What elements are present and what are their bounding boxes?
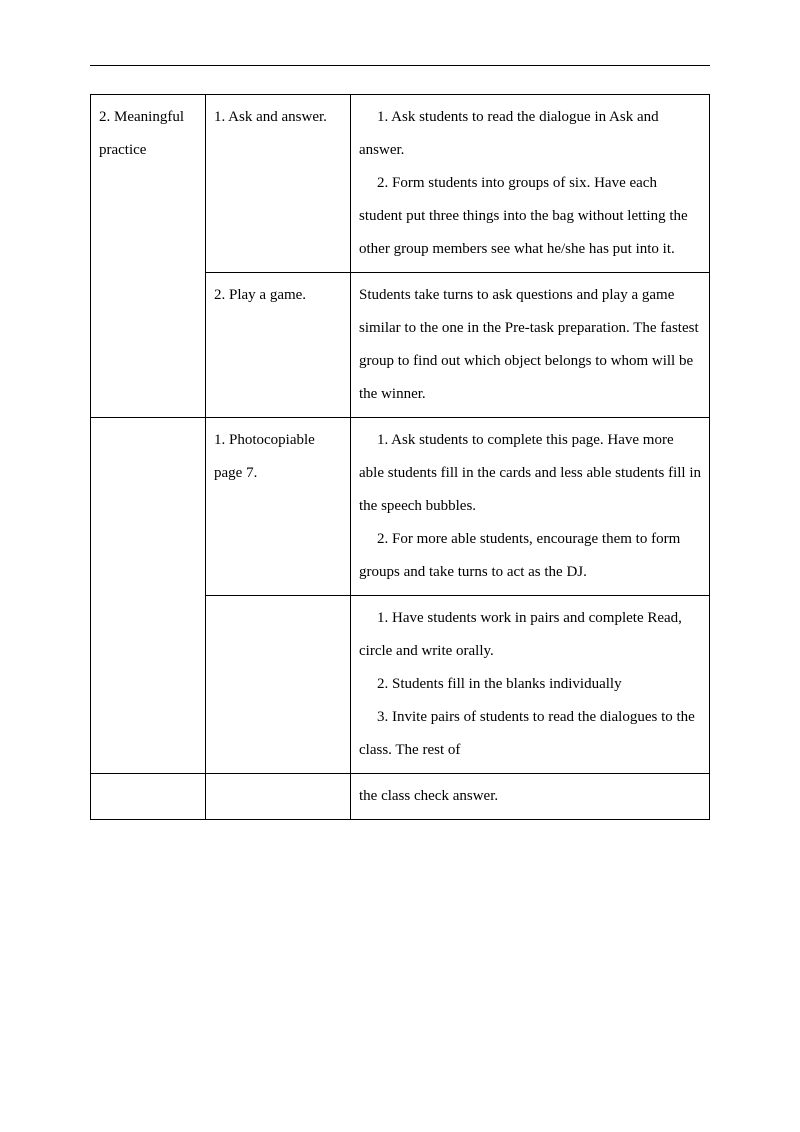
- table-row: 1. Photocopiable page 7. 1. Ask students…: [91, 418, 710, 596]
- cell-procedure: Students take turns to ask questions and…: [351, 273, 710, 418]
- procedure-item: 1. Ask students to complete this page. H…: [359, 424, 701, 523]
- procedure-item: 1. Have students work in pairs and compl…: [359, 602, 701, 668]
- cell-procedure: 1. Ask students to complete this page. H…: [351, 418, 710, 596]
- cell-activity: 1. Photocopiable page 7.: [206, 418, 351, 596]
- procedure-item: 1. Ask students to read the dialogue in …: [359, 101, 701, 167]
- phase-text: 2. Meaningful practice: [99, 109, 184, 158]
- cell-procedure: the class check answer.: [351, 774, 710, 820]
- cell-activity: [206, 596, 351, 774]
- cell-procedure: 1. Ask students to read the dialogue in …: [351, 95, 710, 273]
- cell-phase: 2. Meaningful practice: [91, 95, 206, 418]
- header-rule: [90, 65, 710, 66]
- cell-activity: 2. Play a game.: [206, 273, 351, 418]
- activity-text: 1. Ask and answer.: [214, 109, 327, 125]
- table-row: 2. Meaningful practice 1. Ask and answer…: [91, 95, 710, 273]
- cell-phase: [91, 418, 206, 774]
- cell-activity: 1. Ask and answer.: [206, 95, 351, 273]
- procedure-item: 2. Students fill in the blanks individua…: [359, 668, 701, 701]
- procedure-item: 2. Form students into groups of six. Hav…: [359, 167, 701, 266]
- cell-phase: [91, 774, 206, 820]
- table-row: the class check answer.: [91, 774, 710, 820]
- activity-text: 2. Play a game.: [214, 287, 306, 303]
- activity-text: 1. Photocopiable page 7.: [214, 432, 315, 481]
- procedure-item: 2. For more able students, encourage the…: [359, 523, 701, 589]
- lesson-table: 2. Meaningful practice 1. Ask and answer…: [90, 94, 710, 820]
- cell-procedure: 1. Have students work in pairs and compl…: [351, 596, 710, 774]
- procedure-text: the class check answer.: [359, 788, 498, 804]
- procedure-text: Students take turns to ask questions and…: [359, 287, 699, 402]
- procedure-item: 3. Invite pairs of students to read the …: [359, 701, 701, 767]
- cell-activity: [206, 774, 351, 820]
